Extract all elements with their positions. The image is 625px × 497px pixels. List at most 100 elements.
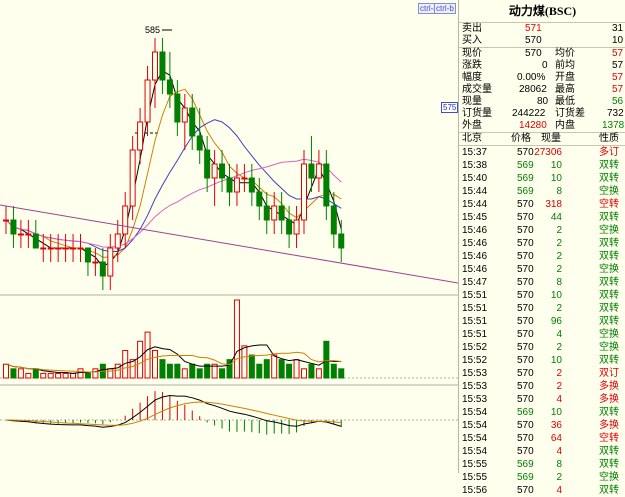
volume-bar (219, 368, 226, 379)
candle-body (107, 247, 114, 277)
candle-body (152, 51, 158, 81)
tick-p: 570 (517, 342, 534, 353)
quote-row-7: 外盘 14280 内盘 1378 (459, 120, 625, 133)
tick-row[interactable]: 15:44 569 8 空换 (459, 185, 625, 198)
candle-body (159, 51, 166, 81)
tick-q: 64 (550, 433, 562, 444)
tick-q: 2 (556, 303, 562, 314)
tick-p: 570 (517, 433, 534, 444)
tick-p: 570 (517, 329, 534, 340)
tick-n: 双转 (599, 251, 619, 262)
tick-t: 15:51 (462, 316, 488, 327)
tick-q: 44 (550, 212, 562, 223)
volume-bar (286, 363, 293, 379)
candle-body (55, 247, 62, 250)
tick-q: 4 (556, 446, 562, 457)
tick-p: 570 (517, 290, 534, 301)
tick-row[interactable]: 15:53 570 4 多换 (459, 393, 625, 406)
tick-n: 空换 (599, 264, 619, 275)
tick-row[interactable]: 15:46 570 2 空换 (459, 263, 625, 276)
tick-row[interactable]: 15:55 569 8 双转 (459, 458, 625, 471)
tick-p: 570 (517, 394, 534, 405)
tick-row[interactable]: 15:46 570 2 空换 (459, 224, 625, 237)
tick-p: 570 (517, 368, 534, 379)
tick-row[interactable]: 15:53 570 2 多换 (459, 380, 625, 393)
tick-row[interactable]: 15:52 570 2 空换 (459, 341, 625, 354)
volume-bar (256, 363, 263, 379)
ma-line-6 (5, 88, 342, 258)
tick-row[interactable]: 15:54 570 4 双转 (459, 445, 625, 458)
tick-row[interactable]: 15:46 570 2 双转 (459, 250, 625, 263)
tick-t: 15:40 (462, 173, 488, 184)
candle-body (181, 107, 188, 123)
volume-bar (70, 372, 77, 379)
tick-row[interactable]: 15:51 570 2 双转 (459, 302, 625, 315)
tick-row[interactable]: 15:51 570 10 双转 (459, 289, 625, 302)
tick-n: 双转 (599, 277, 619, 288)
tick-n: 双订 (599, 368, 619, 379)
tick-q: 8 (556, 459, 562, 470)
tick-n: 双转 (599, 173, 619, 184)
candle-body (271, 205, 278, 221)
tick-row[interactable]: 15:56 570 4 双转 (459, 484, 625, 497)
candle-body (137, 121, 144, 151)
candle-body (226, 177, 233, 193)
tick-p: 570 (517, 147, 534, 158)
kline-chart[interactable]: 585 (0, 0, 458, 473)
tick-row[interactable]: 15:51 570 96 双转 (459, 315, 625, 328)
kline-chart-area[interactable]: 585 ctrl-a ctrl-b 575 (0, 0, 459, 473)
value-inner: 1378 (602, 120, 625, 131)
tick-row[interactable]: 15:54 570 64 空转 (459, 432, 625, 445)
label-change: 涨跌 (462, 60, 482, 71)
tick-row[interactable]: 15:47 570 8 双转 (459, 276, 625, 289)
value-open: 57 (612, 72, 624, 83)
candle-body (3, 219, 9, 222)
tick-row[interactable]: 15:54 570 36 多换 (459, 419, 625, 432)
candle-body (144, 79, 151, 123)
tick-n: 空换 (599, 329, 619, 340)
tick-p: 570 (517, 446, 534, 457)
value-volume: 28062 (519, 84, 547, 95)
tick-n: 双转 (599, 446, 619, 457)
tick-q: 2 (556, 251, 562, 262)
buy-row[interactable]: 买入 570 10 (459, 35, 625, 48)
tick-row[interactable]: 15:44 570 318 空转 (459, 198, 625, 211)
candle-body (286, 219, 293, 235)
tick-q: 36 (550, 420, 562, 431)
tick-t: 15:53 (462, 381, 488, 392)
tick-q: 2 (556, 225, 562, 236)
tick-row[interactable]: 15:38 569 10 双转 (459, 159, 625, 172)
tick-row[interactable]: 15:40 569 10 双转 (459, 172, 625, 185)
tick-row[interactable]: 15:45 570 44 双转 (459, 211, 625, 224)
sell-row[interactable]: 卖出 571 31 (459, 23, 625, 35)
volume-bar (144, 331, 151, 379)
tick-row[interactable]: 15:51 570 4 空换 (459, 328, 625, 341)
volume-bar (204, 363, 211, 379)
candle-body (233, 177, 240, 193)
tick-row[interactable]: 15:52 570 10 双转 (459, 354, 625, 367)
tick-row[interactable]: 15:53 570 2 双订 (459, 367, 625, 380)
tick-t: 15:38 (462, 160, 488, 171)
volume-bar (166, 363, 173, 379)
volume-ma-10 (5, 351, 342, 373)
volume-bar (263, 359, 270, 379)
tick-row[interactable]: 15:37 570 27306 多订 (459, 146, 625, 159)
price-marker: 575 (441, 102, 459, 113)
tick-q: 8 (556, 186, 562, 197)
tick-row[interactable]: 15:54 569 10 双转 (459, 406, 625, 419)
volume-bar (122, 349, 129, 379)
volume-bar (330, 363, 337, 379)
label-cur-vol: 现量 (462, 96, 482, 107)
tick-row[interactable]: 15:46 570 2 双转 (459, 237, 625, 250)
label-oi-diff: 订货差 (555, 108, 585, 119)
chart-control-right[interactable]: ctrl-b (434, 3, 456, 14)
instrument-title: 动力煤(BSC) (459, 0, 625, 23)
value-low: 56 (612, 96, 624, 107)
tick-q: 96 (550, 316, 562, 327)
tick-q: 27306 (534, 147, 562, 158)
volume-bar (293, 359, 300, 379)
volume-bar (241, 345, 248, 379)
tick-list[interactable]: 15:37 570 27306 多订 15:38 569 10 双转 15:40 569 10 双转 1… (459, 146, 625, 497)
label-low: 最低 (555, 96, 575, 107)
volume-bar (196, 368, 203, 379)
